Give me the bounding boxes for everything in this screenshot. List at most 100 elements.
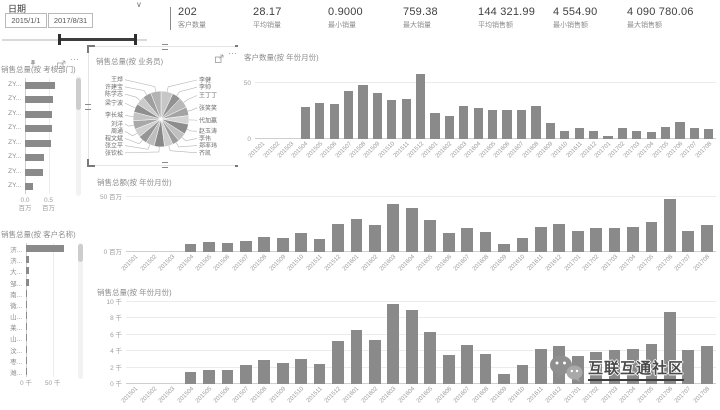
bar-201603[interactable] [387, 303, 400, 384]
bar-201508[interactable] [258, 236, 271, 252]
bar-201601[interactable] [350, 219, 363, 252]
bar-201609[interactable] [498, 244, 510, 252]
bar-201512[interactable] [332, 223, 344, 252]
bar-201703[interactable] [608, 350, 621, 384]
bar-201511[interactable] [313, 238, 326, 252]
sales-amount-by-month-chart[interactable]: 50 百万 0 百万 201501 201502 201503 201504 201505 2… [100, 194, 716, 272]
bar-201703[interactable] [632, 131, 642, 139]
bar-201608[interactable] [531, 105, 541, 139]
bar-201704[interactable] [627, 226, 639, 252]
sales-by-dept-chart[interactable]: 0.0 百万 0.5 百万 ZY... ZY... ZY... ZY... ZY... ZY.… [2, 78, 72, 212]
bar-1[interactable] [25, 81, 56, 89]
bar-201603[interactable] [459, 105, 469, 139]
bar-12[interactable] [26, 367, 27, 375]
bar-201509[interactable] [276, 362, 289, 384]
slider-handle-end[interactable] [134, 34, 137, 45]
bar-201706[interactable] [664, 199, 676, 252]
focus-mode-icon[interactable] [215, 50, 224, 68]
bar-1[interactable] [26, 245, 65, 253]
bar-201505[interactable] [203, 370, 215, 384]
bar-201508[interactable] [358, 85, 368, 139]
bar-201704[interactable] [646, 132, 656, 139]
bar-201512[interactable] [332, 341, 344, 384]
scrollbar-thumb[interactable] [76, 78, 81, 110]
bar-201604[interactable] [473, 107, 483, 139]
bar-201612[interactable] [553, 223, 566, 252]
bar-201606[interactable] [502, 109, 512, 139]
bar-201608[interactable] [479, 353, 492, 384]
bar-201708[interactable] [700, 224, 713, 252]
bar-7[interactable] [25, 168, 44, 176]
bar-201708[interactable] [700, 345, 713, 384]
bar-201705[interactable] [645, 222, 658, 252]
bar-2[interactable] [25, 96, 53, 104]
bar-201607[interactable] [461, 344, 473, 384]
bar-201504[interactable] [300, 106, 311, 139]
chevron-down-icon[interactable]: ∨ [136, 0, 142, 9]
bar-201708[interactable] [704, 128, 714, 139]
bar-201706[interactable] [664, 311, 676, 384]
drag-handle[interactable] [162, 44, 168, 50]
bar-201504[interactable] [184, 371, 197, 384]
drag-handle[interactable] [85, 104, 91, 110]
bar-201509[interactable] [372, 93, 383, 139]
bar-8[interactable] [26, 323, 27, 331]
bar-201704[interactable] [627, 348, 639, 384]
bar-8[interactable] [25, 183, 34, 191]
bar-201701[interactable] [571, 231, 584, 252]
bar-201606[interactable] [442, 355, 455, 384]
bar-201510[interactable] [295, 359, 308, 384]
drag-handle[interactable] [162, 162, 168, 168]
sales-by-customer-chart[interactable]: 0 千 50 千 济... 济... 大... 邹... 南... 微... 山... 莱... 山… [3, 243, 75, 387]
customers-by-month-chart[interactable]: 50 0 201501 201502 201503 201504 201505 201506 2… [244, 72, 716, 159]
bar-201611[interactable] [534, 226, 547, 252]
bar-201601[interactable] [350, 329, 363, 384]
bar-3[interactable] [25, 110, 52, 118]
scrollbar[interactable] [78, 243, 83, 379]
bar-201507[interactable] [239, 365, 252, 384]
bar-201601[interactable] [430, 113, 440, 139]
bar-201507[interactable] [344, 90, 354, 139]
focus-mode-icon[interactable] [57, 56, 66, 74]
bar-3[interactable] [26, 267, 29, 275]
bar-201705[interactable] [645, 343, 658, 384]
bar-201611[interactable] [574, 127, 584, 139]
more-options-icon[interactable]: … [228, 46, 238, 56]
bar-201511[interactable] [401, 98, 411, 139]
bar-201605[interactable] [424, 220, 437, 252]
bar-201612[interactable] [588, 131, 599, 139]
bar-201609[interactable] [498, 374, 510, 384]
more-options-icon[interactable]: … [70, 52, 80, 62]
bar-201705[interactable] [660, 126, 671, 139]
bar-201702[interactable] [590, 352, 603, 384]
bar-201611[interactable] [534, 348, 547, 384]
bar-201604[interactable] [405, 208, 418, 252]
bar-11[interactable] [26, 356, 27, 364]
bar-201602[interactable] [444, 115, 455, 139]
bar-201701[interactable] [603, 135, 613, 139]
bar-7[interactable] [26, 312, 27, 320]
bar-2[interactable] [26, 256, 29, 264]
bar-201605[interactable] [424, 331, 437, 384]
bar-201505[interactable] [203, 242, 215, 252]
bar-201707[interactable] [689, 127, 699, 139]
scrollbar-thumb[interactable] [78, 244, 83, 262]
bar-201509[interactable] [276, 237, 289, 252]
date-range-slider-selection[interactable] [60, 38, 136, 41]
bar-201602[interactable] [369, 339, 381, 384]
start-date-input[interactable] [5, 13, 47, 28]
bar-201604[interactable] [405, 310, 418, 384]
bar-201512[interactable] [416, 74, 426, 139]
bar-201505[interactable] [315, 103, 325, 139]
slider-handle-start[interactable] [58, 34, 61, 45]
bar-201702[interactable] [590, 227, 603, 252]
scrollbar[interactable] [76, 76, 81, 196]
bar-6[interactable] [26, 300, 27, 308]
bar-201606[interactable] [442, 233, 455, 252]
bar-201609[interactable] [545, 123, 555, 139]
bar-9[interactable] [26, 334, 27, 342]
bar-201702[interactable] [617, 127, 627, 139]
pin-icon[interactable] [29, 55, 37, 73]
end-date-input[interactable] [48, 13, 93, 28]
bar-201608[interactable] [479, 232, 492, 252]
